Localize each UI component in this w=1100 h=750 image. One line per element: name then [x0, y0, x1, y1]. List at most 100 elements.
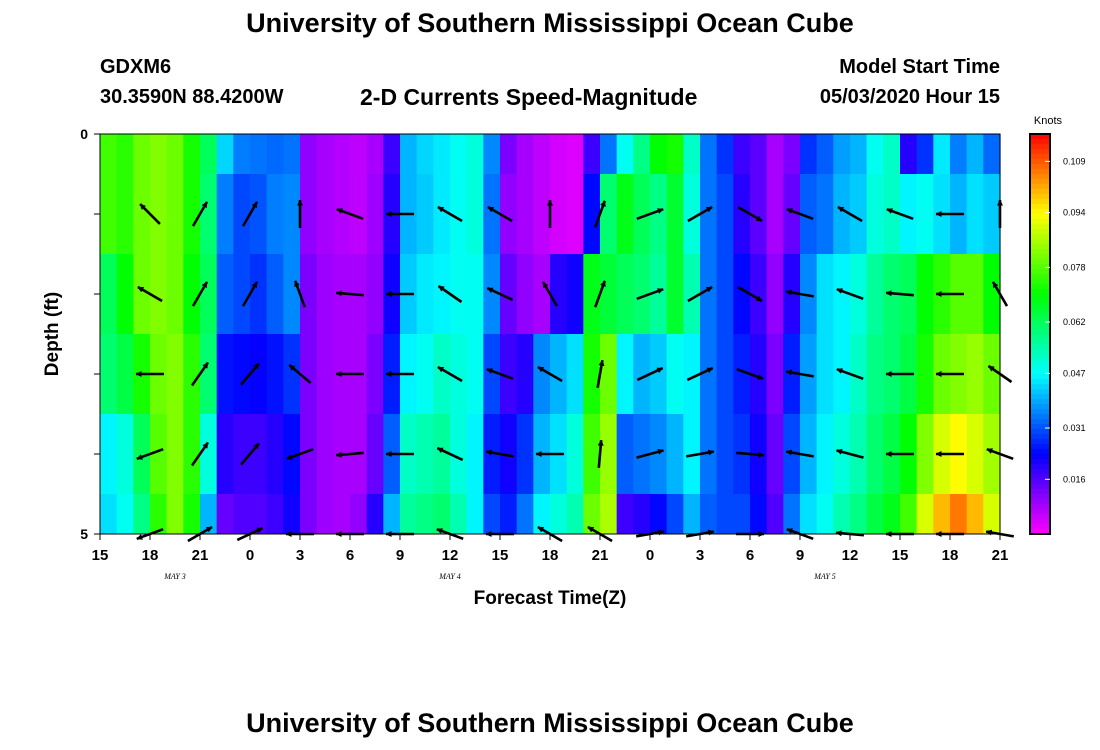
colorbar-segment: [1030, 234, 1050, 240]
colorbar-segment: [1030, 159, 1050, 165]
colorbar-segment: [1030, 304, 1050, 310]
heat-cell: [166, 494, 184, 534]
heat-cell: [383, 134, 401, 174]
colorbar-segment: [1030, 479, 1050, 485]
heat-cell: [383, 494, 401, 534]
current-arrow: [241, 201, 259, 227]
heat-cell: [633, 174, 651, 254]
heat-cell: [100, 254, 118, 334]
colorbar-segment: [1030, 464, 1050, 470]
current-arrow: [191, 281, 209, 307]
heat-cell: [116, 134, 134, 174]
colorbar-segment: [1030, 489, 1050, 495]
x-tick-label: 15: [92, 547, 109, 564]
heat-cell: [450, 414, 468, 494]
heat-cell: [983, 174, 1001, 254]
heat-cell: [883, 174, 901, 254]
heat-cell: [916, 334, 934, 414]
heat-cell: [350, 174, 368, 254]
x-tick-label: 3: [296, 547, 304, 564]
heat-cell: [250, 134, 268, 174]
current-arrow: [137, 285, 163, 303]
heat-cell: [816, 174, 834, 254]
x-tick-label: 12: [842, 547, 859, 564]
heat-cell: [633, 414, 651, 494]
heat-cell: [566, 494, 584, 534]
heat-cell: [500, 254, 518, 334]
colorbar-segment: [1030, 424, 1050, 430]
heat-cell: [500, 494, 518, 534]
colorbar-segment: [1030, 354, 1050, 360]
y-tick-label: 0: [80, 126, 88, 142]
heat-cell: [183, 134, 201, 174]
heatmap-cells: [100, 134, 1001, 534]
heat-cell: [583, 414, 601, 494]
colorbar-segment: [1030, 359, 1050, 365]
heat-cell: [850, 134, 868, 174]
current-arrow: [687, 205, 713, 223]
colorbar-segment: [1030, 344, 1050, 350]
current-arrow: [837, 205, 863, 223]
heat-cell: [500, 334, 518, 414]
heat-cell: [416, 414, 434, 494]
heat-cell: [933, 494, 951, 534]
y-axis: 05: [80, 126, 100, 542]
heat-cell: [533, 254, 551, 334]
heat-cell: [433, 254, 451, 334]
colorbar-segment: [1030, 149, 1050, 155]
x-tick-label: 21: [592, 547, 609, 564]
colorbar-segment: [1030, 334, 1050, 340]
heat-cell: [633, 494, 651, 534]
heat-cell: [116, 414, 134, 494]
heat-cell: [783, 174, 801, 254]
current-arrow: [136, 447, 164, 461]
heat-cell: [516, 134, 534, 174]
colorbar-segment: [1030, 239, 1050, 245]
heat-cell: [666, 414, 684, 494]
current-arrow: [485, 449, 515, 458]
heat-cell: [333, 494, 351, 534]
heat-cell: [366, 414, 384, 494]
heat-cell: [716, 494, 734, 534]
heat-cell: [100, 134, 118, 174]
heat-cell: [983, 134, 1001, 174]
heat-cell: [850, 174, 868, 254]
heat-cell: [800, 134, 818, 174]
heat-cell: [200, 494, 218, 534]
heat-cell: [200, 174, 218, 254]
heat-cell: [716, 134, 734, 174]
heat-cell: [316, 174, 334, 254]
colorbar-tick-label: 0.078: [1063, 262, 1086, 272]
current-arrow: [836, 287, 864, 301]
current-arrow: [636, 287, 664, 301]
heat-cell: [550, 174, 568, 254]
heat-cell: [700, 494, 718, 534]
heat-cell: [116, 254, 134, 334]
heat-cell: [566, 254, 584, 334]
colorbar-segment: [1030, 419, 1050, 425]
colorbar-tick-label: 0.031: [1063, 423, 1086, 433]
heat-cell: [616, 334, 634, 414]
heat-cell: [166, 174, 184, 254]
x-axis-label: Forecast Time(Z): [474, 588, 627, 609]
heat-cell: [750, 494, 768, 534]
heat-cell: [733, 334, 751, 414]
colorbar-segment: [1030, 504, 1050, 510]
heat-cell: [516, 494, 534, 534]
heat-cell: [283, 254, 301, 334]
heat-cell: [200, 414, 218, 494]
current-arrow: [737, 205, 763, 223]
heat-cell: [833, 134, 851, 174]
current-arrow: [785, 369, 815, 378]
colorbar-tick-label: 0.062: [1063, 317, 1086, 327]
colorbar-segment: [1030, 409, 1050, 415]
heat-cell: [216, 494, 234, 534]
current-arrow: [437, 284, 463, 304]
heat-cell: [683, 494, 701, 534]
heat-cell: [183, 494, 201, 534]
heat-cell: [200, 134, 218, 174]
colorbar-segment: [1030, 319, 1050, 325]
colorbar-tick-label: 0.109: [1063, 156, 1086, 166]
heat-cell: [316, 414, 334, 494]
